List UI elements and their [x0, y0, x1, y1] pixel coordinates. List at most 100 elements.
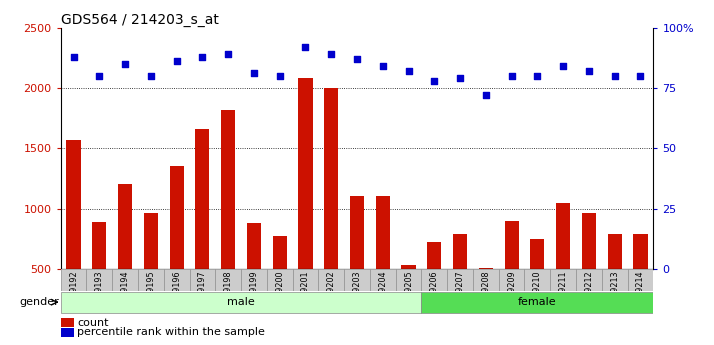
Bar: [112, 269, 138, 291]
Text: GSM19203: GSM19203: [353, 270, 361, 314]
Bar: [247, 223, 261, 269]
Text: GSM19199: GSM19199: [249, 270, 258, 314]
Text: GSM19200: GSM19200: [275, 270, 284, 314]
Bar: [498, 269, 525, 291]
Point: [635, 73, 646, 79]
Bar: [427, 242, 441, 269]
Bar: [628, 269, 653, 291]
Bar: [298, 78, 313, 269]
Bar: [550, 269, 576, 291]
Text: GSM19207: GSM19207: [456, 270, 465, 314]
Bar: [602, 269, 628, 291]
Point: [274, 73, 286, 79]
Point: [171, 59, 182, 64]
Bar: [273, 236, 287, 269]
Bar: [138, 269, 164, 291]
Text: GSM19193: GSM19193: [95, 270, 104, 314]
Bar: [61, 328, 74, 337]
Point: [609, 73, 620, 79]
Text: GSM19196: GSM19196: [172, 270, 181, 314]
Bar: [221, 110, 235, 269]
Bar: [66, 140, 81, 269]
Bar: [318, 269, 344, 291]
Text: GSM19214: GSM19214: [636, 270, 645, 314]
Bar: [453, 234, 467, 269]
Point: [248, 71, 260, 76]
Point: [326, 51, 337, 57]
Point: [223, 51, 234, 57]
Point: [300, 44, 311, 50]
Bar: [61, 318, 74, 327]
Bar: [608, 234, 622, 269]
Text: GSM19209: GSM19209: [507, 270, 516, 314]
Bar: [344, 269, 370, 291]
Point: [403, 68, 414, 74]
Bar: [169, 166, 183, 269]
Point: [583, 68, 595, 74]
Bar: [396, 269, 421, 291]
Text: GSM19208: GSM19208: [481, 270, 491, 314]
Text: GSM19192: GSM19192: [69, 270, 78, 314]
Bar: [556, 203, 570, 269]
Bar: [86, 269, 112, 291]
Point: [428, 78, 440, 83]
Bar: [479, 268, 493, 269]
Bar: [576, 269, 602, 291]
Bar: [324, 88, 338, 269]
Bar: [525, 269, 550, 291]
Text: GSM19205: GSM19205: [404, 270, 413, 314]
Bar: [293, 269, 318, 291]
Point: [196, 54, 208, 59]
Bar: [241, 269, 267, 291]
Bar: [421, 269, 447, 291]
Text: female: female: [518, 297, 557, 307]
Bar: [164, 269, 189, 291]
Text: gender: gender: [20, 297, 59, 307]
Point: [94, 73, 105, 79]
Bar: [633, 234, 648, 269]
Bar: [92, 222, 106, 269]
Text: GDS564 / 214203_s_at: GDS564 / 214203_s_at: [61, 12, 218, 27]
Bar: [401, 265, 416, 269]
Bar: [582, 213, 596, 269]
Text: GSM19197: GSM19197: [198, 270, 207, 314]
Point: [119, 61, 131, 67]
Bar: [421, 292, 653, 313]
Bar: [376, 197, 390, 269]
Text: GSM19201: GSM19201: [301, 270, 310, 314]
Text: percentile rank within the sample: percentile rank within the sample: [77, 327, 266, 337]
Point: [558, 63, 569, 69]
Text: GSM19198: GSM19198: [223, 270, 233, 314]
Point: [377, 63, 388, 69]
Text: GSM19213: GSM19213: [610, 270, 619, 314]
Bar: [531, 239, 545, 269]
Text: GSM19202: GSM19202: [327, 270, 336, 314]
Text: GSM19195: GSM19195: [146, 270, 156, 314]
Bar: [216, 269, 241, 291]
Text: count: count: [77, 318, 109, 328]
Point: [532, 73, 543, 79]
Bar: [196, 129, 209, 269]
Text: GSM19206: GSM19206: [430, 270, 439, 314]
Bar: [61, 292, 421, 313]
Bar: [61, 269, 86, 291]
Bar: [118, 185, 132, 269]
Text: GSM19204: GSM19204: [378, 270, 387, 314]
Point: [480, 92, 491, 98]
Bar: [370, 269, 396, 291]
Point: [68, 54, 79, 59]
Bar: [189, 269, 216, 291]
Point: [351, 56, 363, 62]
Text: GSM19211: GSM19211: [558, 270, 568, 314]
Point: [506, 73, 518, 79]
Bar: [350, 197, 364, 269]
Text: GSM19194: GSM19194: [121, 270, 130, 314]
Text: GSM19210: GSM19210: [533, 270, 542, 314]
Bar: [473, 269, 498, 291]
Point: [454, 76, 466, 81]
Bar: [447, 269, 473, 291]
Bar: [267, 269, 293, 291]
Text: male: male: [227, 297, 255, 307]
Bar: [144, 213, 158, 269]
Text: GSM19212: GSM19212: [584, 270, 593, 314]
